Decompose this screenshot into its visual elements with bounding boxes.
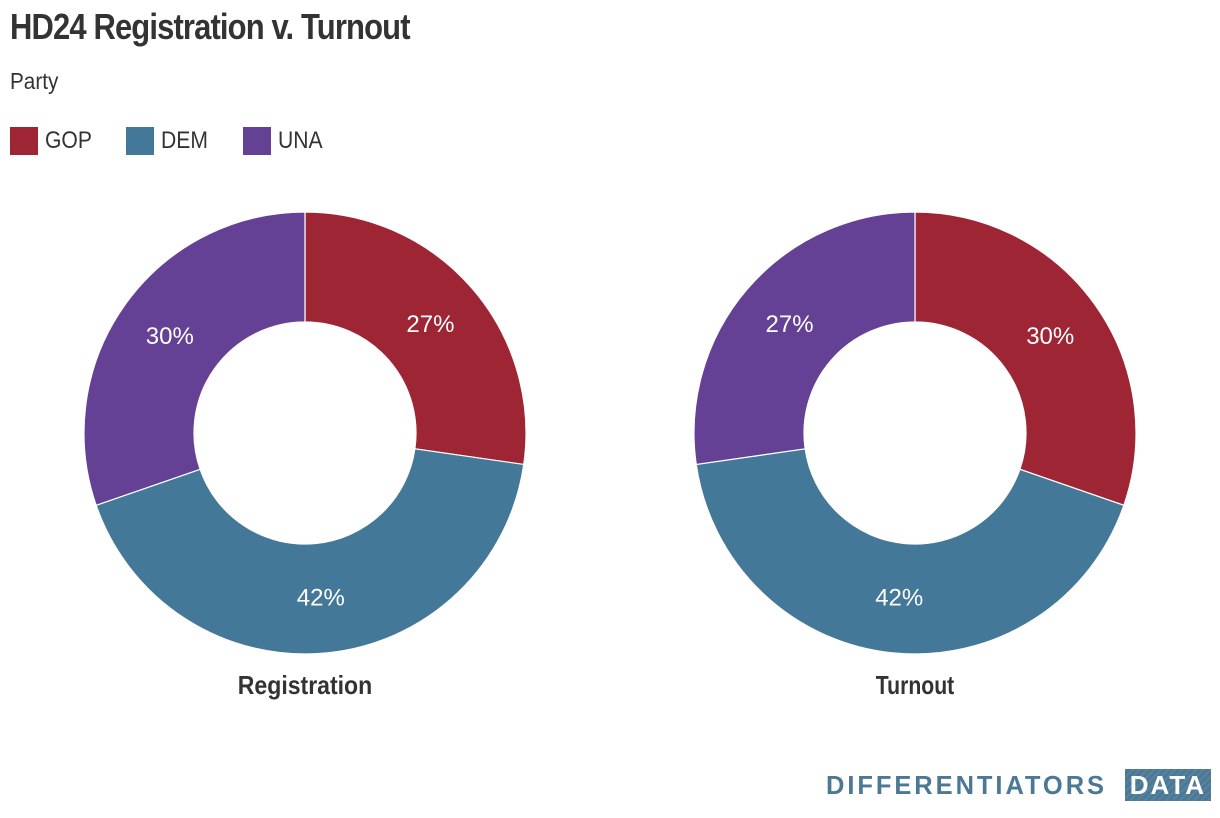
legend-item-gop[interactable]: GOP <box>10 127 98 155</box>
legend-label-una: UNA <box>277 127 323 154</box>
brand-logo: DIFFERENTIATORS DATA <box>826 768 1212 802</box>
turnout-slice-una[interactable] <box>693 211 916 466</box>
legend: GOP DEM UNA <box>10 126 356 156</box>
brand-logo-box-text: DATA <box>1129 769 1207 800</box>
registration-label-dem: 42% <box>297 585 345 612</box>
turnout-donut: 30% 42% 27% Turnout <box>693 211 1137 700</box>
legend-label-dem: DEM <box>161 127 209 154</box>
registration-slice-dem[interactable] <box>95 448 525 655</box>
registration-donut: 27% 42% 30% Registration <box>83 211 527 700</box>
brand-logo-text: DIFFERENTIATORS <box>826 769 1107 800</box>
turnout-label-gop: 30% <box>1026 323 1074 350</box>
turnout-slice-gop[interactable] <box>914 211 1137 507</box>
registration-slice-una[interactable] <box>83 211 306 507</box>
chart-title: HD24 Registration v. Turnout <box>10 6 411 47</box>
turnout-label-dem: 42% <box>875 585 923 612</box>
brand-logo-box: DATA <box>1124 769 1212 801</box>
turnout-chart-title: Turnout <box>876 670 955 700</box>
legend-item-dem[interactable]: DEM <box>126 127 214 155</box>
legend-item-una[interactable]: UNA <box>242 127 329 155</box>
registration-slice-gop[interactable] <box>304 211 527 466</box>
chart-subtitle: Party <box>10 68 59 94</box>
legend-swatch-una <box>242 127 271 155</box>
turnout-label-una: 27% <box>766 311 814 338</box>
registration-chart-title: Registration <box>238 670 372 700</box>
legend-swatch-gop <box>10 127 38 155</box>
registration-label-una: 30% <box>146 323 194 350</box>
legend-swatch-dem <box>126 127 155 155</box>
turnout-slice-dem[interactable] <box>695 448 1125 655</box>
legend-label-gop: GOP <box>45 127 92 154</box>
registration-label-gop: 27% <box>406 311 454 338</box>
